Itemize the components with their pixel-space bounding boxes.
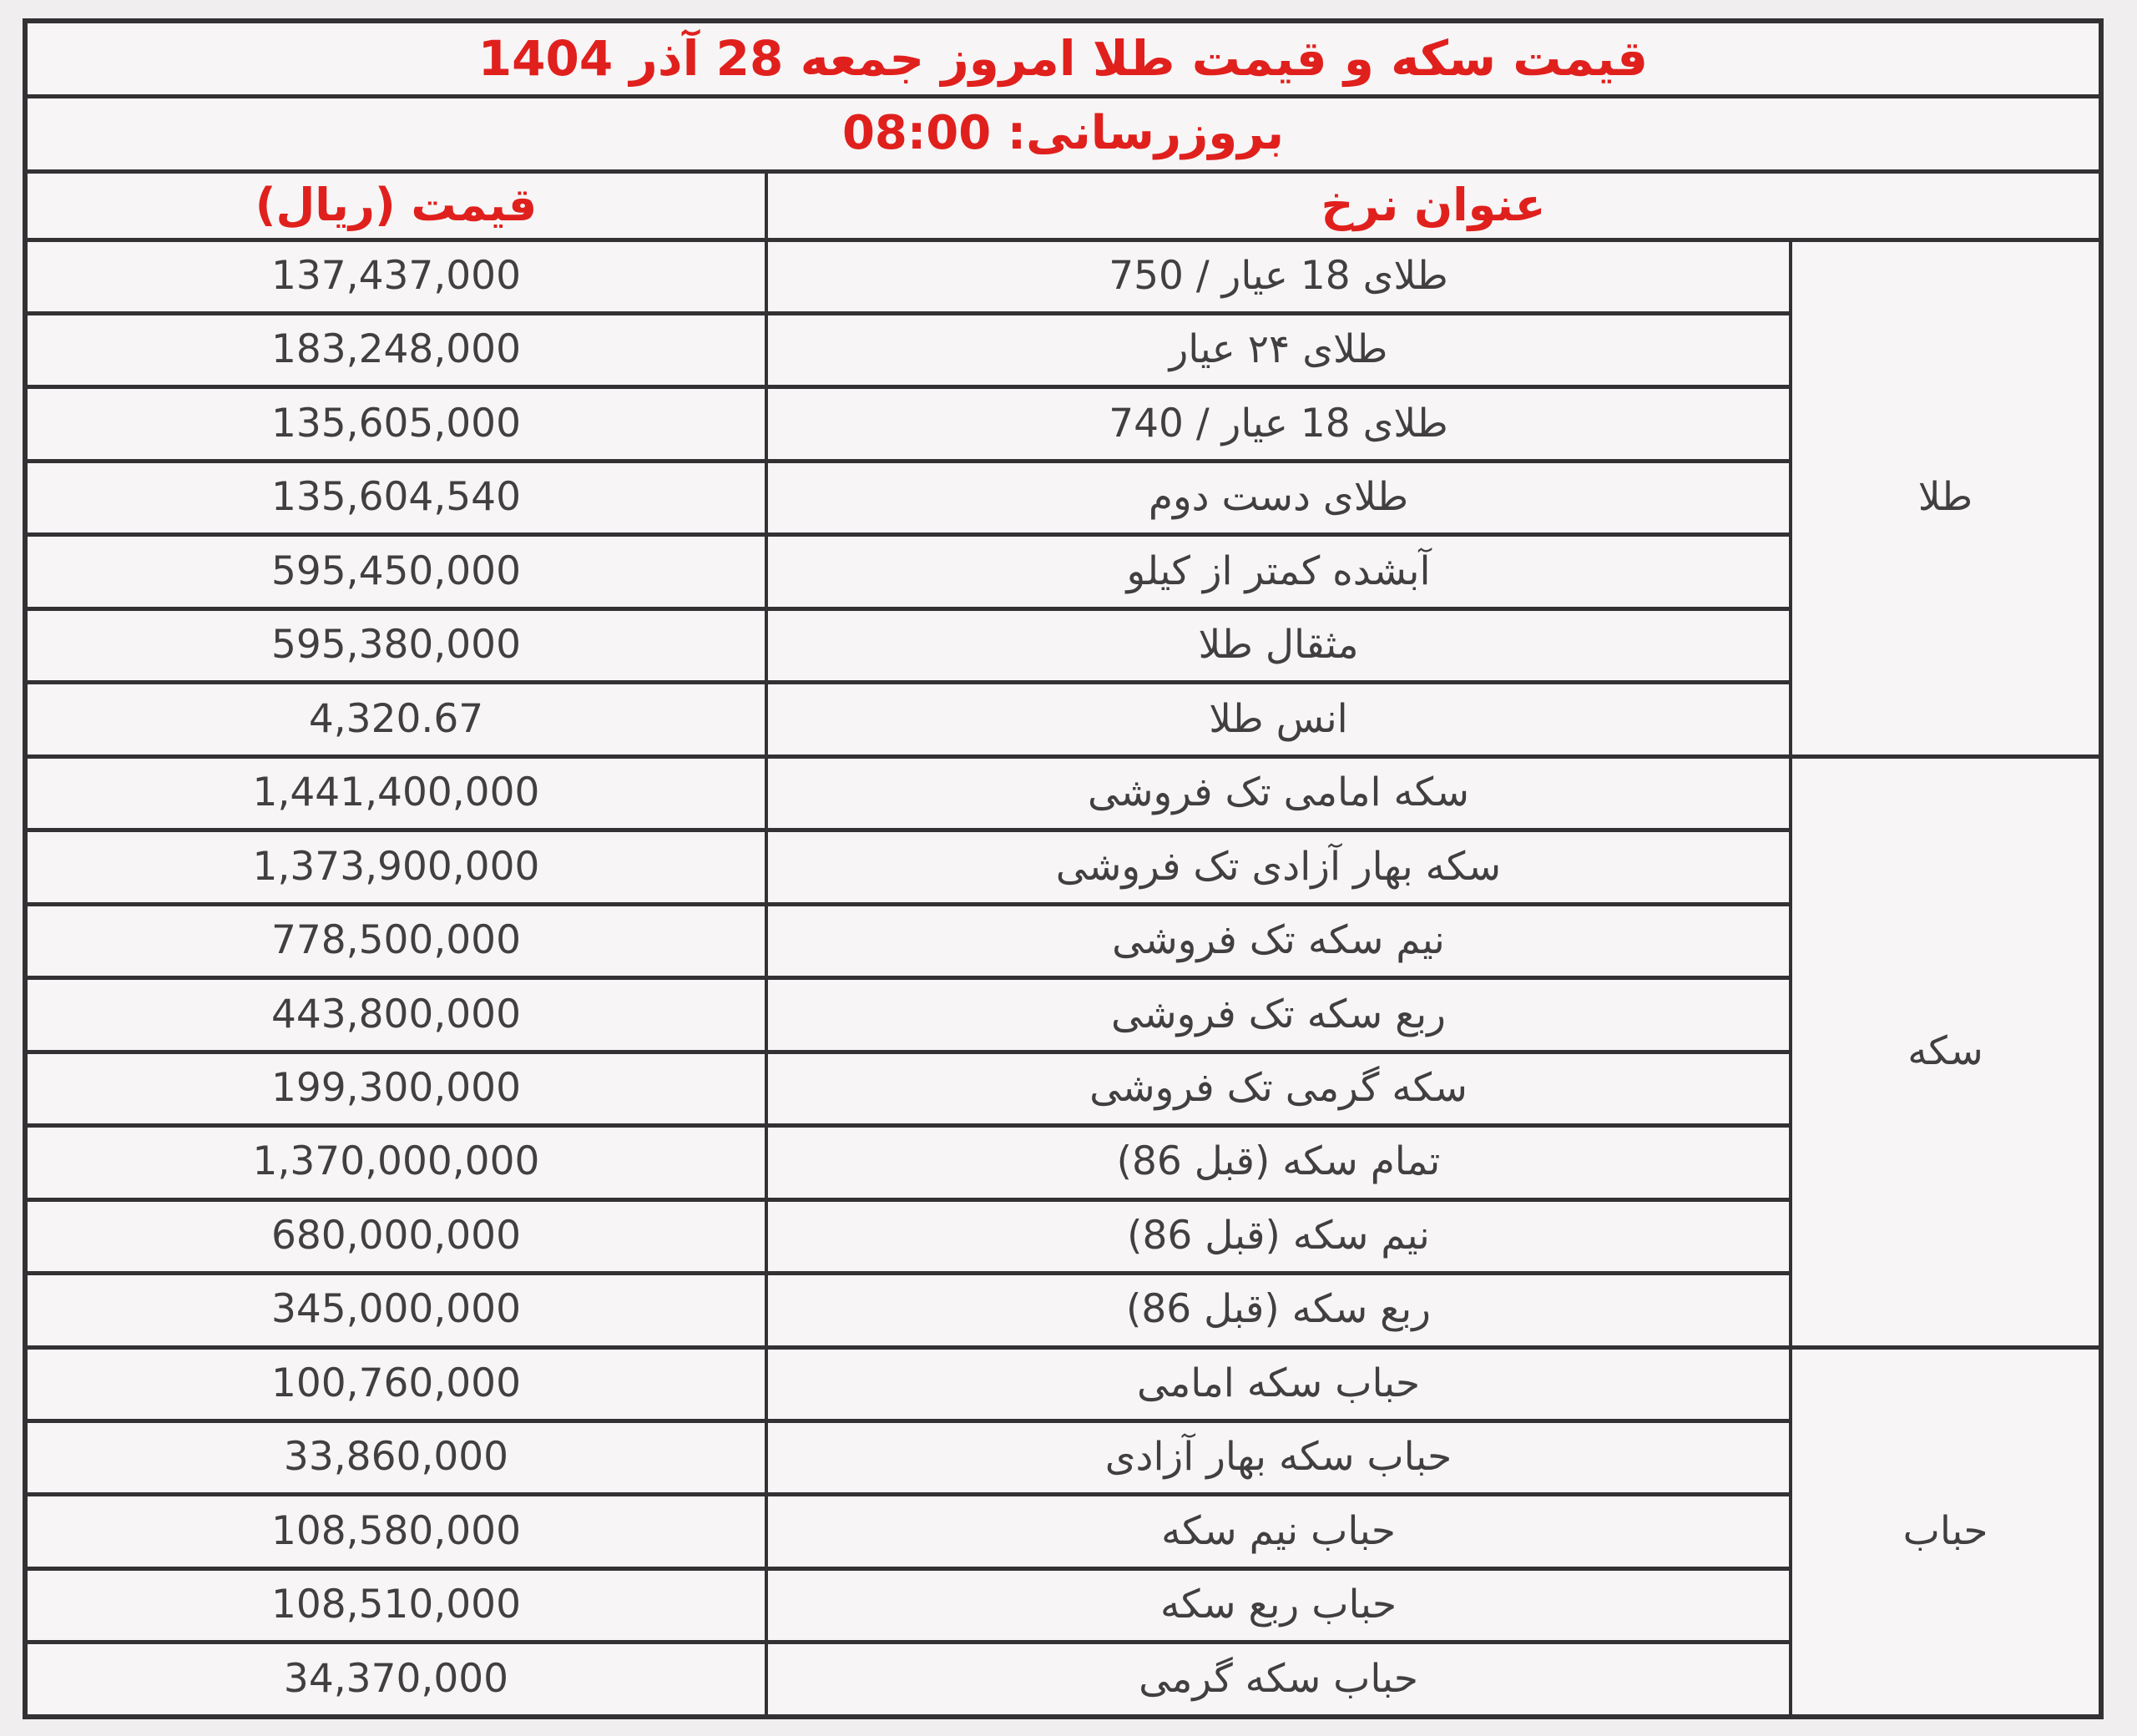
table-row: حباب سکه گرمی 34,370,000	[23, 1640, 2101, 1719]
price-cell: 1,441,400,000	[23, 754, 769, 833]
table-row: ربع سکه تک فروشی 443,800,000	[23, 976, 2101, 1054]
rate-title-cell: طلای 18 عیار / 740	[765, 385, 1792, 463]
rate-title-cell: نیم سکه (قبل 86)	[765, 1197, 1792, 1276]
category-cell-coin: سکه	[1789, 754, 2103, 1350]
table-row: طلا طلای 18 عیار / 750 137,437,000	[23, 237, 2103, 759]
price-cell: 595,450,000	[23, 532, 769, 611]
rate-title-cell: تمام سکه (قبل 86)	[765, 1123, 1792, 1202]
rate-title-cell: طلای دست دوم	[765, 458, 1792, 537]
category-cell-bubble: حباب	[1789, 1345, 2103, 1719]
price-table-container: قیمت سکه و قیمت طلا امروز جمعه 28 آذر 14…	[22, 18, 2104, 1719]
rate-title-cell: ربع سکه (قبل 86)	[765, 1271, 1792, 1350]
table-row: نیم سکه (قبل 86) 680,000,000	[23, 1197, 2101, 1276]
rate-title-cell: انس طلا	[765, 680, 1792, 759]
price-cell: 4,320.67	[23, 680, 769, 759]
page-title: قیمت سکه و قیمت طلا امروز جمعه 28 آذر 14…	[23, 18, 2104, 98]
rate-title-cell: طلای ۲۴ عیار	[765, 310, 1792, 390]
price-cell: 100,760,000	[23, 1345, 769, 1424]
table-row: حباب حباب سکه امامی 100,760,000	[23, 1345, 2103, 1719]
header-rate-title: عنوان نرخ	[765, 169, 2103, 242]
rate-title-cell: سکه امامی تک فروشی	[765, 754, 1792, 833]
rate-title-cell: حباب سکه امامی	[765, 1345, 1792, 1424]
price-cell: 443,800,000	[23, 976, 769, 1054]
rate-title-cell: حباب سکه بهار آزادی	[765, 1418, 1792, 1497]
update-time: بروزرسانی: 08:00	[23, 93, 2104, 174]
table-row: نیم سکه تک فروشی 778,500,000	[23, 901, 2101, 981]
rate-title-cell: نیم سکه تک فروشی	[765, 901, 1792, 981]
price-cell: 137,437,000	[23, 237, 769, 315]
header-row: عنوان نرخ قیمت (ریال)	[23, 169, 2103, 242]
rate-title-cell: سکه گرمی تک فروشی	[765, 1049, 1792, 1128]
price-cell: 108,580,000	[23, 1492, 769, 1571]
table-row: طلای 18 عیار / 740 135,605,000	[23, 385, 2101, 463]
category-cell-gold: طلا	[1789, 237, 2103, 759]
price-cell: 135,605,000	[23, 385, 769, 463]
table-row: انس طلا 4,320.67	[23, 680, 2101, 759]
price-cell: 183,248,000	[23, 310, 769, 390]
price-cell: 345,000,000	[23, 1271, 769, 1350]
price-cell: 778,500,000	[23, 901, 769, 981]
table-row: طلای ۲۴ عیار 183,248,000	[23, 310, 2101, 390]
price-cell: 135,604,540	[23, 458, 769, 537]
rate-title-cell: سکه بهار آزادی تک فروشی	[765, 828, 1792, 906]
table-row: طلای دست دوم 135,604,540	[23, 458, 2101, 537]
price-cell: 595,380,000	[23, 606, 769, 685]
table-row: آبشده کمتر از کیلو 595,450,000	[23, 532, 2101, 611]
table-row: حباب نیم سکه 108,580,000	[23, 1492, 2101, 1571]
price-cell: 680,000,000	[23, 1197, 769, 1276]
update-row: بروزرسانی: 08:00	[23, 93, 2104, 174]
table-row: ربع سکه (قبل 86) 345,000,000	[23, 1271, 2101, 1350]
rate-title-cell: آبشده کمتر از کیلو	[765, 532, 1792, 611]
table-row: حباب ربع سکه 108,510,000	[23, 1566, 2101, 1645]
rate-title-cell: مثقال طلا	[765, 606, 1792, 685]
price-cell: 34,370,000	[23, 1640, 769, 1719]
price-cell: 1,373,900,000	[23, 828, 769, 906]
table-row: مثقال طلا 595,380,000	[23, 606, 2101, 685]
price-cell: 108,510,000	[23, 1566, 769, 1645]
table-row: حباب سکه بهار آزادی 33,860,000	[23, 1418, 2101, 1497]
price-cell: 1,370,000,000	[23, 1123, 769, 1202]
title-row: قیمت سکه و قیمت طلا امروز جمعه 28 آذر 14…	[23, 18, 2104, 98]
price-cell: 33,860,000	[23, 1418, 769, 1497]
price-cell: 199,300,000	[23, 1049, 769, 1128]
rate-title-cell: حباب سکه گرمی	[765, 1640, 1792, 1719]
rate-title-cell: طلای 18 عیار / 750	[765, 237, 1792, 315]
table-row: سکه بهار آزادی تک فروشی 1,373,900,000	[23, 828, 2101, 906]
rate-title-cell: ربع سکه تک فروشی	[765, 976, 1792, 1054]
table-row: تمام سکه (قبل 86) 1,370,000,000	[23, 1123, 2101, 1202]
rate-title-cell: حباب نیم سکه	[765, 1492, 1792, 1571]
rate-title-cell: حباب ربع سکه	[765, 1566, 1792, 1645]
price-table: قیمت سکه و قیمت طلا امروز جمعه 28 آذر 14…	[22, 18, 2104, 1719]
header-price: قیمت (ریال)	[23, 169, 769, 242]
table-row: سکه سکه امامی تک فروشی 1,441,400,000	[23, 754, 2103, 1350]
table-row: سکه گرمی تک فروشی 199,300,000	[23, 1049, 2101, 1128]
